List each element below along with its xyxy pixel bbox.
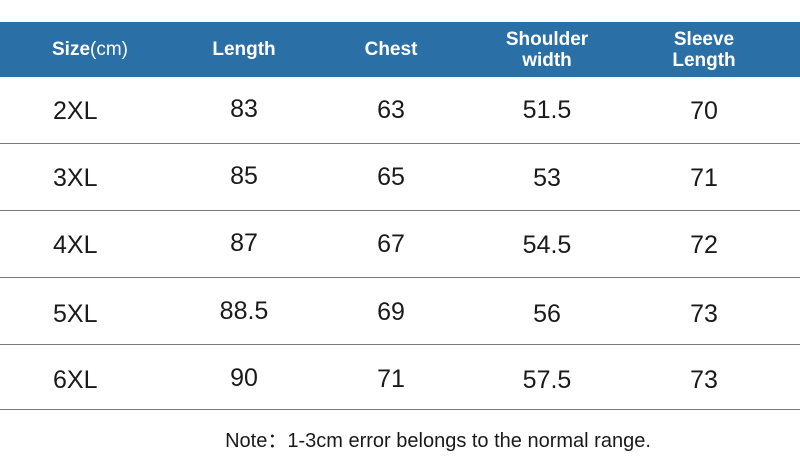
cell-chest: 65 [377, 163, 405, 191]
cell-shoulder: 57.5 [522, 366, 572, 394]
cell-shoulder: 51.5 [522, 96, 572, 124]
header-shoulder-line2: width [522, 49, 572, 71]
cell-length: 88.5 [219, 297, 269, 325]
header-shoulder-width: Shoulder width [506, 22, 588, 77]
cell-size: 3XL [53, 164, 98, 192]
cell-chest: 67 [377, 230, 405, 258]
table-row: 3XL 85 65 53 71 [0, 144, 800, 211]
cell-sleeve: 73 [690, 366, 718, 394]
cell-size: 2XL [53, 97, 98, 125]
cell-size: 4XL [53, 231, 98, 259]
header-sleeve-length: Sleeve Length [672, 22, 735, 77]
header-size-label: Size [51, 39, 91, 60]
table-header: Size (cm) Length Chest Shoulder width Sle… [0, 22, 800, 77]
header-sleeve-line2: Length [672, 49, 736, 71]
cell-sleeve: 71 [690, 164, 718, 192]
header-length: Length [212, 22, 275, 77]
cell-shoulder: 53 [533, 164, 561, 192]
header-length-label: Length [212, 39, 276, 60]
cell-shoulder: 54.5 [522, 231, 572, 259]
header-shoulder-line1: Shoulder [505, 28, 589, 50]
cell-sleeve: 70 [690, 97, 718, 125]
cell-sleeve: 73 [690, 300, 718, 328]
cell-chest: 71 [377, 365, 405, 393]
cell-length: 85 [230, 162, 258, 190]
cell-length: 87 [230, 229, 258, 257]
footnote: Note：1-3cm error belongs to the normal r… [225, 430, 651, 452]
header-sleeve-line1: Sleeve [673, 28, 735, 50]
cell-chest: 69 [377, 298, 405, 326]
cell-sleeve: 72 [690, 231, 718, 259]
table-row: 4XL 87 67 54.5 72 [0, 211, 800, 278]
cell-size: 6XL [53, 366, 98, 394]
cell-length: 90 [230, 364, 258, 392]
header-chest: Chest [365, 22, 418, 77]
cell-length: 83 [230, 95, 258, 123]
header-size: Size (cm) [52, 22, 128, 77]
table-row: 2XL 83 63 51.5 70 [0, 77, 800, 144]
cell-shoulder: 56 [533, 300, 561, 328]
cell-size: 5XL [53, 300, 98, 328]
table-row: 5XL 88.5 69 56 73 [0, 278, 800, 345]
header-size-unit: (cm) [90, 39, 129, 60]
header-chest-label: Chest [364, 39, 418, 60]
cell-chest: 63 [377, 96, 405, 124]
table-row: 6XL 90 71 57.5 73 [0, 343, 800, 410]
